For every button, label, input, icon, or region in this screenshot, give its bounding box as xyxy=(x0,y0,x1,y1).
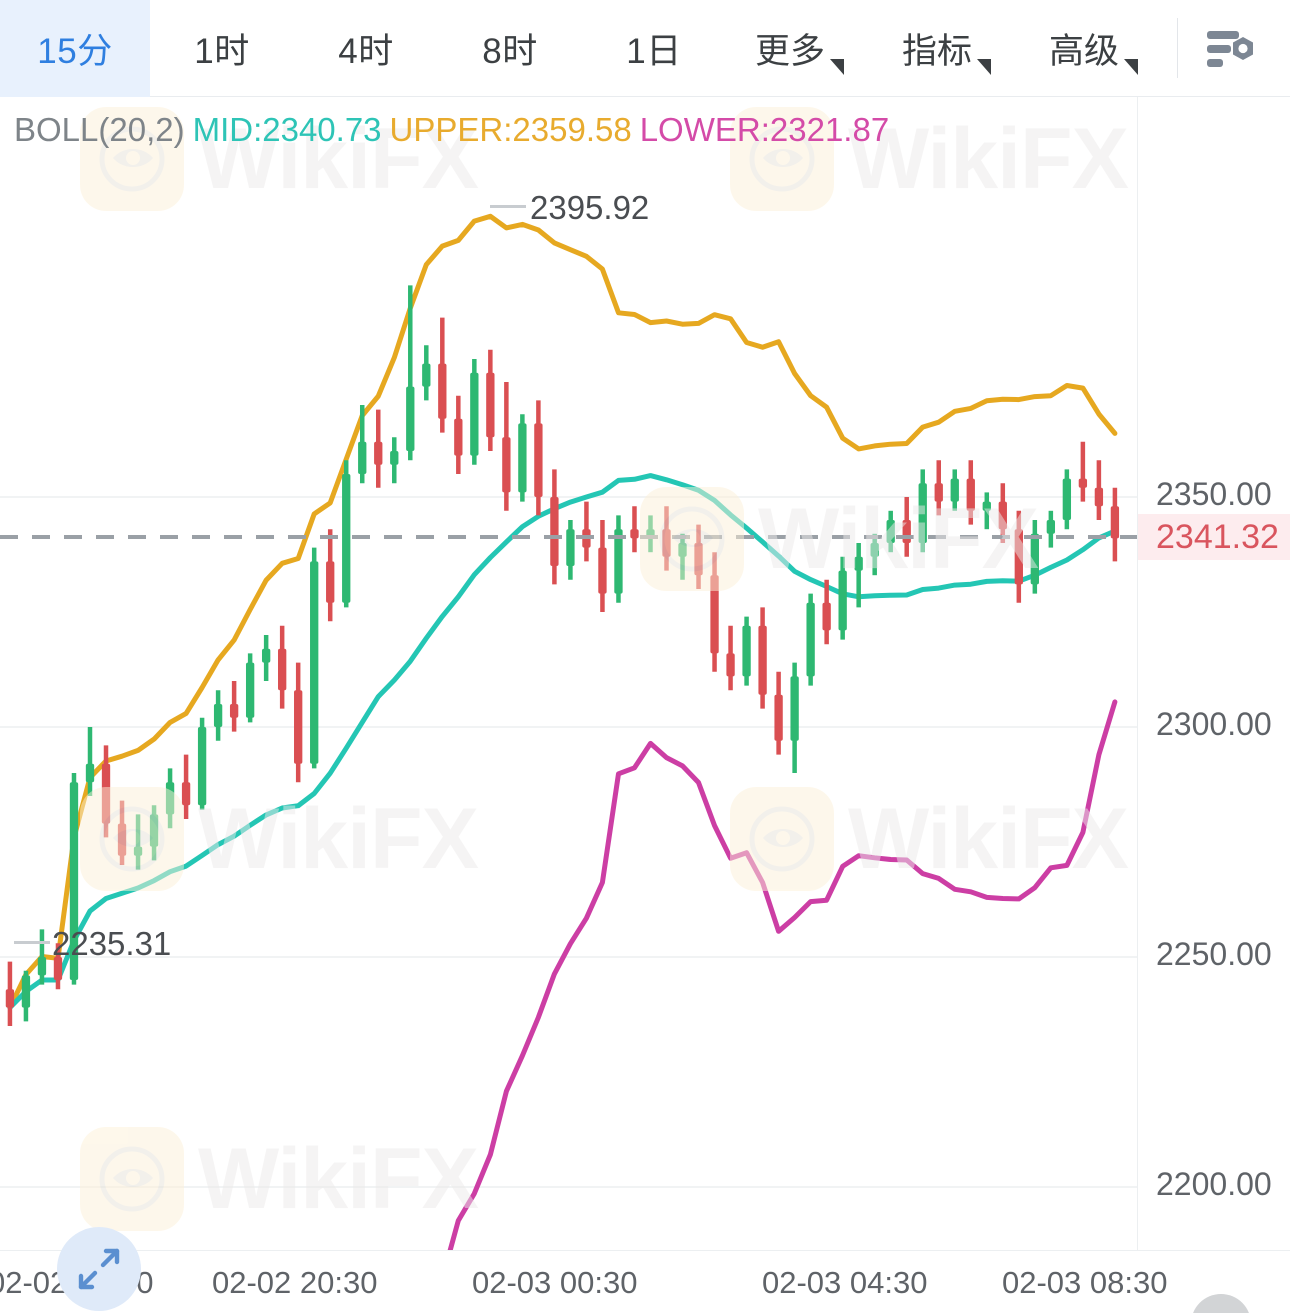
legend-mid-value: MID:2340.73 xyxy=(192,111,382,148)
time-axis-label: 02-02 20:30 xyxy=(212,1265,378,1300)
menu-indicators[interactable]: 指标 xyxy=(873,0,1020,97)
wikifx-watermark-text: WikiFX xyxy=(848,110,1129,207)
price-axis-label: 2300.00 xyxy=(1156,706,1272,742)
current-price-badge: 2341.32 xyxy=(1138,514,1290,560)
wikifx-watermark-text: WikiFX xyxy=(198,110,479,207)
wikifx-logo-icon xyxy=(730,107,834,211)
toolbar-divider xyxy=(1177,18,1178,78)
high-price-annotation: 2395.92 xyxy=(530,189,650,226)
chart-settings-icon xyxy=(1207,30,1253,67)
timeframe-tab-label: 1日 xyxy=(626,32,682,71)
wikifx-watermark-text: WikiFX xyxy=(848,790,1129,887)
wikifx-logo-icon xyxy=(80,1127,184,1231)
timeframe-tab-label: 15分 xyxy=(37,32,113,71)
low-price-annotation: 2235.31 xyxy=(52,925,172,962)
goto-latest-button[interactable] xyxy=(1191,1294,1251,1313)
expand-chart-button[interactable] xyxy=(57,1227,141,1311)
chart-settings-button[interactable] xyxy=(1188,0,1274,97)
timeframe-tab-label: 8时 xyxy=(482,32,538,71)
wikifx-watermark: WikiFX xyxy=(640,487,1039,591)
wikifx-logo-icon xyxy=(640,487,744,591)
wikifx-watermark: WikiFX xyxy=(80,787,479,891)
price-axis-label: 2200.00 xyxy=(1156,1166,1272,1202)
timeframe-tab-15m[interactable]: 15分 xyxy=(0,0,150,97)
skip-to-start-icon xyxy=(1204,1307,1238,1313)
wikifx-logo-icon xyxy=(730,787,834,891)
legend-lower-value: LOWER:2321.87 xyxy=(639,111,890,148)
current-price-value: 2341.32 xyxy=(1156,517,1279,556)
price-plot[interactable] xyxy=(0,97,1137,1250)
wikifx-watermark-text: WikiFX xyxy=(198,790,479,887)
price-axis-label: 2350.00 xyxy=(1156,476,1272,512)
indicator-legend: BOLL(20,2) MID:2340.73 UPPER:2359.58 LOWER:… xyxy=(14,111,897,149)
time-axis-label: 02-03 00:30 xyxy=(472,1265,638,1300)
wikifx-logo-icon xyxy=(80,107,184,211)
timeframe-tab-8h[interactable]: 8时 xyxy=(438,0,582,97)
menu-more[interactable]: 更多 xyxy=(726,0,873,97)
time-axis-label: 02-03 04:30 xyxy=(762,1265,928,1300)
low-price-tick xyxy=(14,941,50,944)
wikifx-watermark: WikiFX xyxy=(80,1127,479,1231)
candlestick-svg xyxy=(0,213,1137,1250)
timeframe-tab-4h[interactable]: 4时 xyxy=(294,0,438,97)
chevron-down-icon xyxy=(830,59,844,75)
menu-advanced-label: 高级 xyxy=(1048,32,1119,71)
wikifx-watermark: WikiFX xyxy=(80,107,479,211)
chart-area[interactable]: WikiFX WikiFX WikiFX WikiFX WikiFX WikiFX 239… xyxy=(0,97,1290,1313)
legend-indicator-name: BOLL(20,2) xyxy=(14,111,185,148)
price-axis-label: 2250.00 xyxy=(1156,936,1272,972)
menu-indicators-label: 指标 xyxy=(901,32,972,71)
wikifx-watermark-text: WikiFX xyxy=(758,490,1039,587)
wikifx-watermark-text: WikiFX xyxy=(198,1130,479,1227)
chevron-down-icon xyxy=(977,59,991,75)
chart-toolbar: 15分 1时 4时 8时 1日 更多 指标 高级 xyxy=(0,0,1290,97)
wikifx-logo-icon xyxy=(80,787,184,891)
timeframe-tab-1d[interactable]: 1日 xyxy=(582,0,726,97)
timeframe-tab-1h[interactable]: 1时 xyxy=(150,0,294,97)
wikifx-watermark: WikiFX xyxy=(730,107,1129,211)
menu-more-label: 更多 xyxy=(754,32,825,71)
legend-upper-value: UPPER:2359.58 xyxy=(389,111,632,148)
wikifx-watermark: WikiFX xyxy=(730,787,1129,891)
expand-arrows-icon xyxy=(78,1248,120,1290)
timeframe-tab-label: 1时 xyxy=(194,32,250,71)
timeframe-tab-label: 4时 xyxy=(338,32,394,71)
chevron-down-icon xyxy=(1124,59,1138,75)
time-axis-label: 02-03 08:30 xyxy=(1002,1265,1168,1300)
high-price-tick xyxy=(490,205,526,208)
menu-advanced[interactable]: 高级 xyxy=(1020,0,1167,97)
price-axis: 2350.00 2300.00 2250.00 2200.00 2341.32 xyxy=(1137,97,1290,1250)
